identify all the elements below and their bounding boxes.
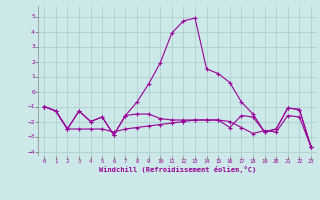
X-axis label: Windchill (Refroidissement éolien,°C): Windchill (Refroidissement éolien,°C) <box>99 166 256 173</box>
